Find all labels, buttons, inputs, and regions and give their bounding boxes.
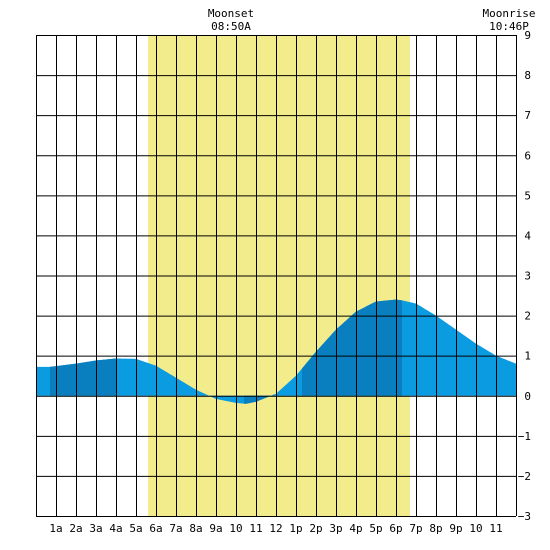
x-tick-label: 7p [409,522,422,535]
x-tick-label: 1p [289,522,302,535]
y-tick-labels: 9 8 7 6 5 4 3 2 1 0 −1 −2 −3 [518,29,532,523]
moonset-label: Moonset [208,7,254,20]
y-tick-label: 8 [524,69,531,82]
y-tick-label: 0 [524,390,531,403]
moonrise-annotation: Moonrise 10:46P [483,7,536,33]
y-tick-label: 4 [524,229,531,242]
y-tick-label: 3 [524,270,531,283]
moonset-annotation: Moonset 08:50A [208,7,254,33]
y-tick-label: −3 [518,510,531,523]
x-tick-label: 2p [309,522,322,535]
x-tick-label: 9p [449,522,462,535]
x-tick-label: 4a [109,522,122,535]
y-tick-label: 5 [524,189,531,202]
x-tick-label: 10 [229,522,242,535]
moonset-time: 08:50A [211,20,251,33]
x-tick-label: 1a [49,522,62,535]
x-tick-label: 4p [349,522,362,535]
x-tick-label: 8p [429,522,442,535]
x-tick-label: 3a [89,522,102,535]
tide-area-dark-segment-1 [50,358,116,396]
x-tick-label: 9a [209,522,222,535]
x-tick-label: 3p [329,522,342,535]
x-tick-label: 11 [249,522,262,535]
x-tick-label: 6a [149,522,162,535]
x-tick-label: 2a [69,522,82,535]
moonrise-label: Moonrise [483,7,536,20]
moonrise-time: 10:46P [489,20,529,33]
tide-area-dark-segment-2 [244,394,274,404]
x-tick-label: 7a [169,522,182,535]
x-tick-label: 10 [469,522,482,535]
x-tick-label: 11 [489,522,502,535]
x-tick-label: 6p [389,522,402,535]
x-tick-labels: 1a 2a 3a 4a 5a 6a 7a 8a 9a 10 11 12 1p 2p 3p 4p 5p 6p 7p 8p… [49,522,502,535]
x-tick-label: 5a [129,522,142,535]
y-tick-label: 2 [524,310,531,323]
x-tick-label: 5p [369,522,382,535]
grid-layer [36,35,517,517]
x-tick-label: 8a [189,522,202,535]
y-tick-label: 6 [524,149,531,162]
x-tick-label: 12 [269,522,282,535]
y-tick-label: −2 [518,470,531,483]
y-tick-label: 1 [524,350,531,363]
y-tick-label: −1 [518,430,531,443]
y-tick-label: 7 [524,109,531,122]
y-tick-label: 9 [524,29,531,42]
